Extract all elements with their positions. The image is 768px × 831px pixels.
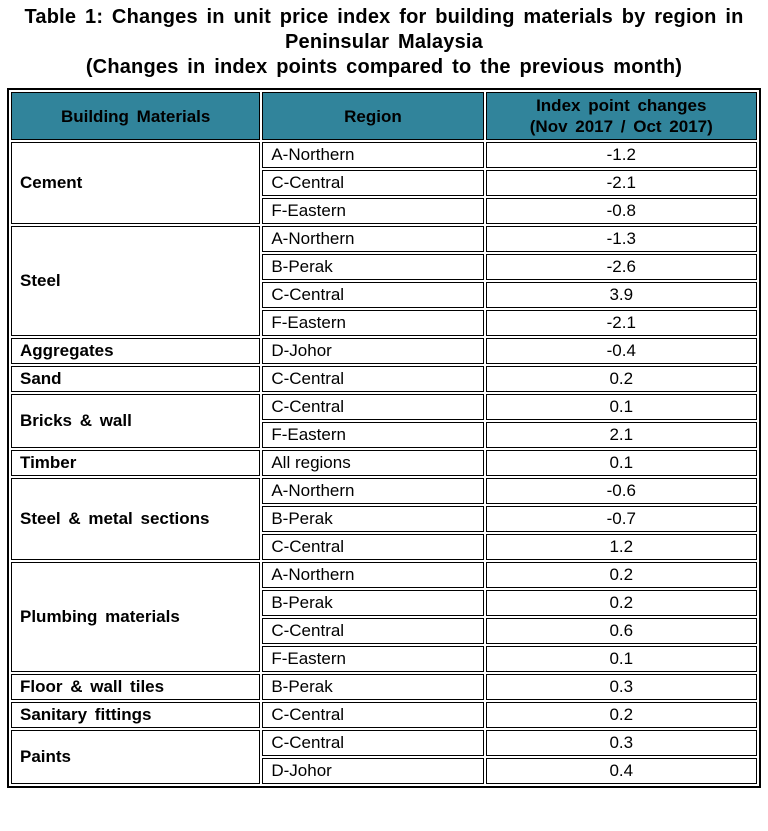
table-header-row: Building Materials Region Index point ch… [11,92,757,140]
table-row: Cement A-Northern -1.2 [11,142,757,224]
region-cell: D-Johor [262,338,484,364]
table-body: Cement A-Northern -1.2 C-Central -2.1 F-Easte… [11,142,757,784]
index-change-cell: 3.9 [485,282,757,308]
title-line-2: Peninsular Malaysia [284,31,483,53]
table-row: C-Central 0.6 [11,618,757,644]
region-cell: B-Perak [262,506,484,532]
material-cell: Sanitary fittings [11,702,261,728]
header-index-line-1: Index point changes [536,96,707,115]
material-cell: Bricks & wall [11,394,261,448]
region-cell: C-Central [262,618,484,644]
header-building-materials: Building Materials [11,92,261,140]
table-row: F-Eastern -0.8 [11,198,757,224]
table-row: F-Eastern 0.1 [11,646,757,672]
header-region: Region [262,92,484,140]
region-cell: D-Johor [262,758,484,784]
table-row: Timber All regions 0.1 [11,450,757,476]
region-cell: F-Eastern [262,198,484,224]
index-change-cell: 2.1 [485,422,757,448]
region-cell: B-Perak [262,674,484,700]
index-change-cell: -1.3 [485,226,757,252]
region-cell: C-Central [262,366,484,392]
region-cell: C-Central [262,534,484,560]
table-row: F-Eastern 2.1 [11,422,757,448]
title-line-3: (Changes in index points compared to the… [85,56,683,78]
region-cell: A-Northern [262,142,484,168]
index-change-cell: 0.1 [485,394,757,420]
table-row: C-Central 1.2 [11,534,757,560]
material-cell: Aggregates [11,338,261,364]
index-change-cell: -0.8 [485,198,757,224]
region-cell: C-Central [262,282,484,308]
region-cell: C-Central [262,702,484,728]
table-row: Steel A-Northern -1.3 [11,226,757,336]
material-cell: Sand [11,366,261,392]
table-row: C-Central -2.1 [11,170,757,196]
material-cell: Floor & wall tiles [11,674,261,700]
index-change-cell: 0.2 [485,590,757,616]
index-change-cell: -0.7 [485,506,757,532]
table-row: Steel & metal sections A-Northern -0.6 [11,478,757,560]
region-cell: F-Eastern [262,422,484,448]
table-row: B-Perak -2.6 [11,254,757,280]
material-cell: Cement [11,142,261,224]
index-change-cell: 0.1 [485,646,757,672]
table-row: Sand C-Central 0.2 [11,366,757,392]
region-cell: A-Northern [262,226,484,252]
table-row: D-Johor 0.4 [11,758,757,784]
header-index-line-2: (Nov 2017 / Oct 2017) [529,117,713,136]
index-change-cell: -2.6 [485,254,757,280]
material-cell: Timber [11,450,261,476]
region-cell: C-Central [262,170,484,196]
building-materials-table: Building Materials Region Index point ch… [7,88,761,788]
region-cell: All regions [262,450,484,476]
region-cell: A-Northern [262,478,484,504]
table-row: Floor & wall tiles B-Perak 0.3 [11,674,757,700]
title-line-1: Table 1: Changes in unit price index for… [24,6,744,28]
index-change-cell: 0.2 [485,562,757,588]
index-change-cell: -0.4 [485,338,757,364]
region-cell: F-Eastern [262,646,484,672]
index-change-cell: 0.6 [485,618,757,644]
table-row: Bricks & wall C-Central 0.1 [11,394,757,448]
region-cell: C-Central [262,730,484,756]
material-cell: Paints [11,730,261,784]
index-change-cell: -1.2 [485,142,757,168]
region-cell: A-Northern [262,562,484,588]
region-cell: B-Perak [262,254,484,280]
table-row: Sanitary fittings C-Central 0.2 [11,702,757,728]
table-row: F-Eastern -2.1 [11,310,757,336]
index-change-cell: -0.6 [485,478,757,504]
region-cell: B-Perak [262,590,484,616]
index-change-cell: 1.2 [485,534,757,560]
material-cell: Steel & metal sections [11,478,261,560]
index-change-cell: 0.3 [485,730,757,756]
index-change-cell: 0.1 [485,450,757,476]
material-cell: Plumbing materials [11,562,261,672]
material-cell: Steel [11,226,261,336]
index-change-cell: -2.1 [485,170,757,196]
index-change-cell: 0.3 [485,674,757,700]
index-change-cell: 0.2 [485,702,757,728]
index-change-cell: 0.4 [485,758,757,784]
index-change-cell: -2.1 [485,310,757,336]
table-row: C-Central 3.9 [11,282,757,308]
table-row: B-Perak 0.2 [11,590,757,616]
region-cell: F-Eastern [262,310,484,336]
table-row: Plumbing materials A-Northern 0.2 [11,562,757,672]
index-change-cell: 0.2 [485,366,757,392]
table-row: Paints C-Central 0.3 [11,730,757,784]
region-cell: C-Central [262,394,484,420]
table-title: Table 1: Changes in unit price index for… [0,5,768,80]
header-index-point-changes: Index point changes (Nov 2017 / Oct 2017… [485,92,757,140]
table-row: Aggregates D-Johor -0.4 [11,338,757,364]
table-row: B-Perak -0.7 [11,506,757,532]
